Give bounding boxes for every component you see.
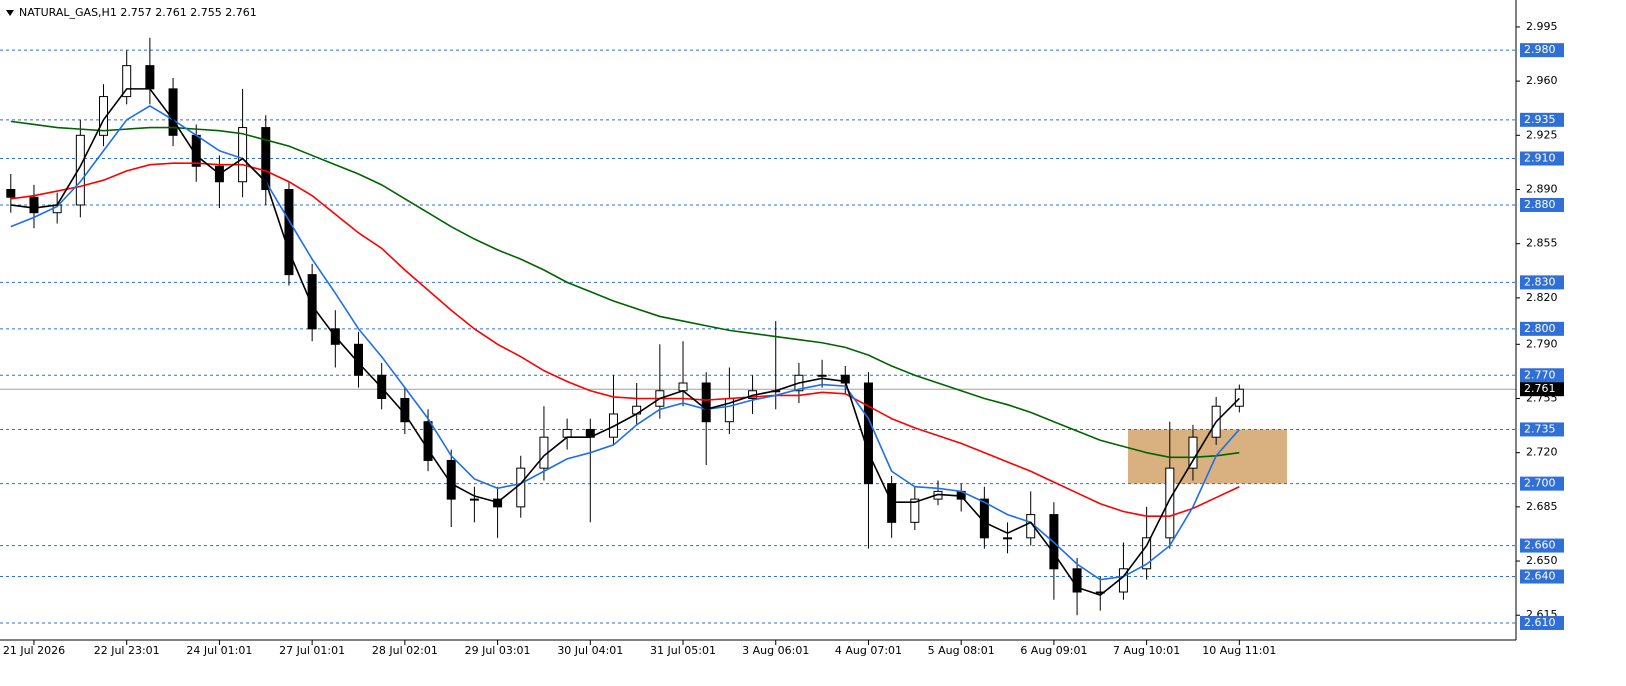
level-label: 2.700 <box>1524 477 1556 490</box>
current-price-label: 2.761 <box>1524 382 1556 395</box>
y-tick-label: 2.720 <box>1526 446 1558 459</box>
level-label: 2.910 <box>1524 152 1556 165</box>
level-label-box <box>1520 422 1564 437</box>
candle-body <box>261 127 271 190</box>
x-tick-label: 6 Aug 09:01 <box>1020 644 1087 657</box>
level-label: 2.935 <box>1524 113 1556 126</box>
candle-body <box>238 127 248 183</box>
y-tick-label: 2.925 <box>1526 128 1558 141</box>
candle-body <box>910 498 920 523</box>
level-label-box <box>1520 476 1564 491</box>
candle-body <box>29 196 39 214</box>
candle-body <box>354 343 363 376</box>
y-tick-label: 2.820 <box>1526 291 1558 304</box>
level-label: 2.770 <box>1524 368 1556 381</box>
level-label-box <box>1520 615 1564 630</box>
candle-body <box>863 382 873 485</box>
level-label-box <box>1520 275 1564 290</box>
candle-body <box>1188 436 1198 469</box>
candle-body <box>168 88 178 136</box>
candle-body <box>817 374 827 377</box>
candle-body <box>1003 537 1013 540</box>
candle-body <box>284 188 294 276</box>
y-tick-label: 2.960 <box>1526 74 1558 87</box>
y-tick-label: 2.650 <box>1526 554 1558 567</box>
candle-body <box>516 467 526 508</box>
candle-body <box>145 65 155 90</box>
x-tick-label: 4 Aug 07:01 <box>835 644 902 657</box>
x-tick-label: 28 Jul 02:01 <box>372 644 438 657</box>
candle-body <box>562 428 572 438</box>
x-tick-label: 7 Aug 10:01 <box>1113 644 1180 657</box>
x-tick-label: 31 Jul 05:01 <box>650 644 716 657</box>
candle-body <box>678 382 688 392</box>
x-tick-label: 27 Jul 01:01 <box>279 644 345 657</box>
candle-body <box>1234 388 1244 407</box>
level-label-box <box>1520 112 1564 127</box>
x-tick-label: 10 Aug 11:01 <box>1202 644 1276 657</box>
x-tick-label: 29 Jul 03:01 <box>465 644 531 657</box>
candle-body <box>469 498 479 501</box>
level-label: 2.640 <box>1524 570 1556 583</box>
y-tick-label: 2.995 <box>1526 20 1558 33</box>
level-label: 2.800 <box>1524 322 1556 335</box>
ma-line <box>10 104 1240 581</box>
x-tick-label: 3 Aug 06:01 <box>742 644 809 657</box>
level-label: 2.980 <box>1524 43 1556 56</box>
x-tick-label: 24 Jul 01:01 <box>186 644 252 657</box>
level-label-box <box>1520 43 1564 58</box>
candle-body <box>446 459 456 500</box>
level-label: 2.830 <box>1524 275 1556 288</box>
level-label: 2.735 <box>1524 422 1556 435</box>
level-label-box <box>1520 569 1564 584</box>
candle-body <box>307 274 317 330</box>
candle-body <box>701 382 711 423</box>
level-label-box <box>1520 368 1564 383</box>
candle-body <box>1165 467 1175 539</box>
x-tick-label: 30 Jul 04:01 <box>557 644 623 657</box>
level-label-box <box>1520 321 1564 336</box>
current-price-box <box>1520 382 1564 397</box>
y-tick-label: 2.790 <box>1526 337 1558 350</box>
level-label: 2.610 <box>1524 616 1556 629</box>
y-tick-label: 2.855 <box>1526 237 1558 250</box>
x-tick-label: 21 Jul 2026 <box>3 644 65 657</box>
x-tick-label: 5 Aug 08:01 <box>928 644 995 657</box>
ma-line <box>10 162 1240 517</box>
candle-body <box>423 421 433 461</box>
y-tick-label: 2.685 <box>1526 500 1558 513</box>
candle-body <box>1142 537 1152 570</box>
candle-body <box>99 96 109 136</box>
level-label-box <box>1520 151 1564 166</box>
level-label: 2.660 <box>1524 539 1556 552</box>
ma-line <box>10 120 1240 459</box>
candle-body <box>75 134 85 206</box>
level-label-box <box>1520 197 1564 212</box>
ma-line <box>10 88 1240 597</box>
candle-body <box>6 188 16 198</box>
y-tick-label: 2.890 <box>1526 182 1558 195</box>
menu-arrow <box>6 10 14 16</box>
level-label: 2.880 <box>1524 198 1556 211</box>
level-label-box <box>1520 538 1564 553</box>
candle-body <box>122 65 132 98</box>
chart-title: NATURAL_GAS,H1 2.757 2.761 2.755 2.761 <box>19 6 257 19</box>
x-tick-label: 22 Jul 23:01 <box>94 644 160 657</box>
